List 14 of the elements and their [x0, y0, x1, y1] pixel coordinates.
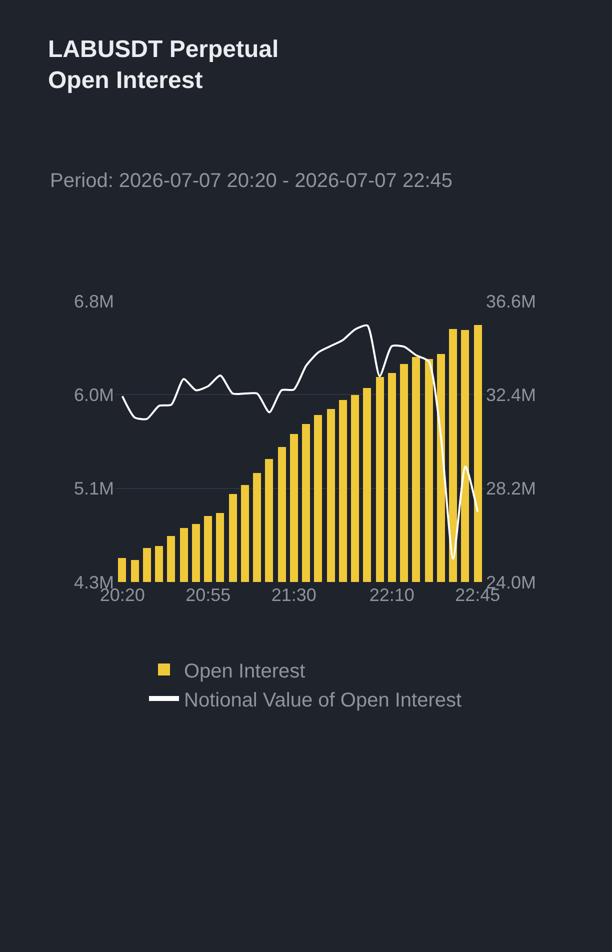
y-tick-label: 6.0M: [74, 384, 114, 405]
legend-label: Notional Value of Open Interest: [184, 689, 462, 712]
chart-title: LABUSDT Perpetual Open Interest: [48, 36, 279, 94]
y2-tick-label: 28.2M: [486, 478, 536, 499]
y2-tick-label: 36.6M: [486, 291, 536, 312]
y-tick-label: 6.8M: [74, 291, 114, 312]
x-tick-label: 22:10: [369, 585, 414, 605]
line-series: [121, 324, 479, 560]
y-tick-label: 5.1M: [74, 478, 114, 499]
x-tick-label: 21:30: [271, 585, 316, 605]
y2-tick-label: 32.4M: [486, 384, 536, 405]
chart-subtitle: Period: 2026-07-07 20:20 - 2026-07-07 22:45: [50, 170, 453, 192]
x-tick-label: 20:55: [186, 585, 231, 605]
legend-label: Open Interest: [184, 660, 306, 682]
